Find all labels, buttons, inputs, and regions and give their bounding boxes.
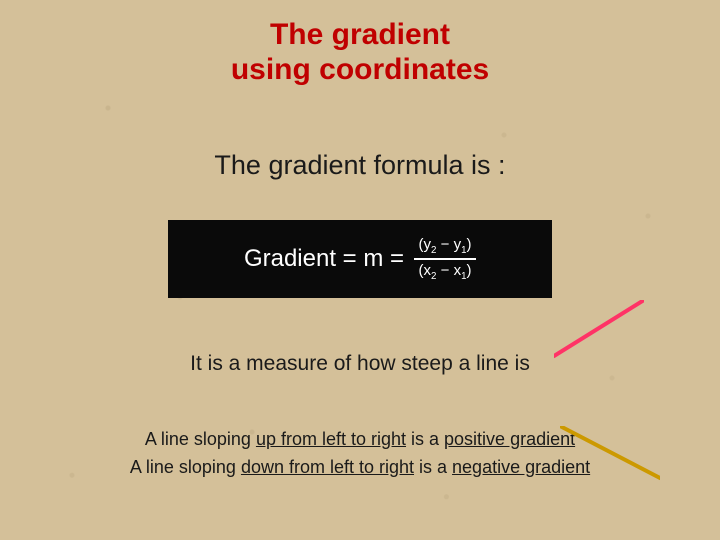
- formula-numerator: (y2 − y1): [419, 236, 472, 256]
- slide-title: The gradient using coordinates: [0, 18, 720, 87]
- formula-fraction: (y2 − y1) (x2 − x1): [414, 236, 476, 282]
- title-line-1: The gradient: [0, 18, 720, 53]
- positive-gradient-text: A line sloping up from left to right is …: [0, 426, 720, 454]
- formula-content: Gradient = m = (y2 − y1) (x2 − x1): [244, 236, 476, 282]
- slope-descriptions: A line sloping up from left to right is …: [0, 426, 720, 482]
- formula-denominator: (x2 − x1): [419, 262, 472, 282]
- positive-slope-line: [554, 300, 644, 360]
- formula-box: Gradient = m = (y2 − y1) (x2 − x1): [168, 220, 552, 298]
- measure-text: It is a measure of how steep a line is: [0, 352, 720, 376]
- title-line-2: using coordinates: [0, 53, 720, 88]
- negative-gradient-text: A line sloping down from left to right i…: [0, 454, 720, 482]
- formula-lhs: Gradient = m =: [244, 245, 404, 273]
- fraction-bar: [414, 258, 476, 260]
- subtitle: The gradient formula is :: [0, 150, 720, 181]
